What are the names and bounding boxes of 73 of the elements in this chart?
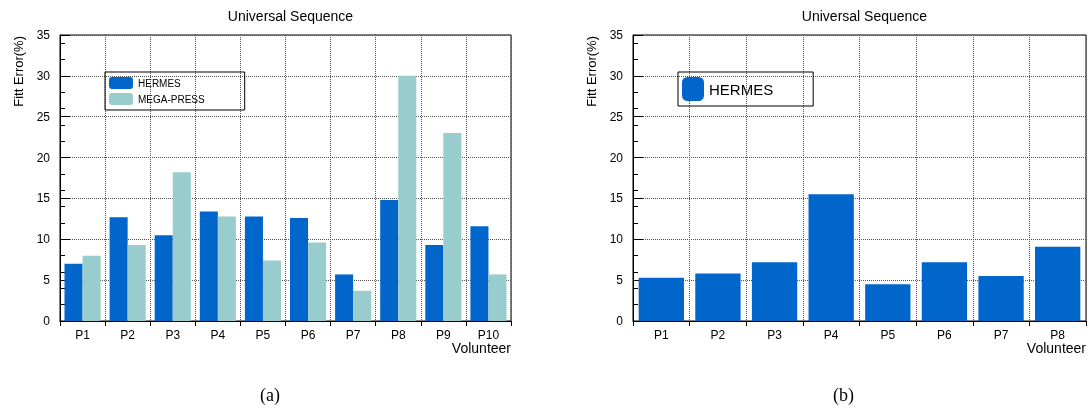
x-tick-label: P3 — [165, 328, 181, 342]
bar — [638, 277, 684, 321]
y-tick-label: 5 — [43, 273, 51, 288]
bar — [335, 274, 354, 321]
x-tick-label: P4 — [210, 328, 226, 342]
bar — [808, 194, 854, 321]
x-tick-label: P5 — [255, 328, 271, 342]
bar — [380, 200, 399, 321]
legend-label: MEGA-PRESS — [138, 93, 206, 105]
bar — [1035, 246, 1081, 321]
x-axis-title: Volunteer — [451, 340, 512, 356]
y-tick-label: 10 — [36, 232, 51, 247]
bar — [109, 217, 128, 321]
x-tick-label: P5 — [880, 328, 896, 342]
bar — [978, 276, 1024, 321]
y-tick-label: 0 — [616, 314, 624, 328]
bar — [64, 263, 83, 321]
x-tick-label: P3 — [767, 328, 783, 342]
x-tick-label: P2 — [710, 328, 726, 342]
x-tick-label: P4 — [823, 328, 839, 342]
x-tick-label: P9 — [436, 328, 452, 342]
x-tick-label: P10 — [477, 328, 500, 342]
y-tick-label: 10 — [609, 232, 624, 247]
text: (b) — [833, 385, 854, 406]
bar — [443, 133, 462, 321]
bar — [865, 284, 911, 321]
bar — [127, 245, 146, 321]
y-tick-label: 0 — [43, 314, 51, 328]
bar — [921, 262, 968, 321]
y-tick-label: 20 — [609, 150, 624, 165]
bar — [308, 242, 327, 321]
bar — [154, 235, 173, 321]
bar — [398, 75, 417, 321]
y-tick-label: 35 — [36, 28, 51, 42]
x-tick-label: P8 — [1050, 328, 1066, 342]
legend-label: HERMES — [138, 77, 182, 89]
y-tick-label: 20 — [36, 150, 51, 165]
x-tick-label: P8 — [390, 328, 406, 342]
x-tick-label: P2 — [120, 328, 136, 342]
bar — [695, 273, 741, 321]
y-tick-label: 25 — [36, 109, 51, 124]
y-tick-label: 15 — [609, 191, 624, 206]
bar — [470, 226, 489, 321]
y-tick-label: 30 — [609, 68, 624, 83]
bar — [217, 216, 236, 321]
bar — [172, 172, 191, 321]
x-tick-label: P7 — [993, 328, 1009, 342]
x-tick-label: P1 — [653, 328, 669, 342]
y-tick-label: 5 — [616, 273, 624, 288]
chart-title: Universal Sequence — [801, 8, 928, 24]
y-axis-title: Fitt Error(%) — [10, 36, 26, 107]
y-tick-label: 25 — [609, 109, 624, 124]
y-axis-title: Fitt Error(%) — [583, 36, 599, 107]
bar — [199, 211, 218, 321]
legend-label: HERMES — [709, 80, 774, 98]
x-tick-label: P1 — [75, 328, 91, 342]
chart-title: Universal Sequence — [227, 8, 354, 24]
bar — [290, 218, 309, 321]
bar — [751, 262, 798, 321]
bar — [488, 274, 507, 321]
y-tick-label: 35 — [609, 28, 624, 42]
y-tick-label: 15 — [36, 191, 51, 206]
bar — [262, 260, 281, 321]
bar — [353, 290, 372, 321]
y-tick-label: 30 — [36, 68, 51, 83]
x-tick-label: P7 — [345, 328, 361, 342]
bar — [425, 245, 444, 321]
x-axis-title: Volunteer — [1026, 340, 1087, 356]
text: (a) — [260, 385, 280, 406]
bar — [82, 255, 101, 321]
x-tick-label: P6 — [300, 328, 316, 342]
bar — [244, 216, 263, 321]
x-tick-label: P6 — [937, 328, 953, 342]
